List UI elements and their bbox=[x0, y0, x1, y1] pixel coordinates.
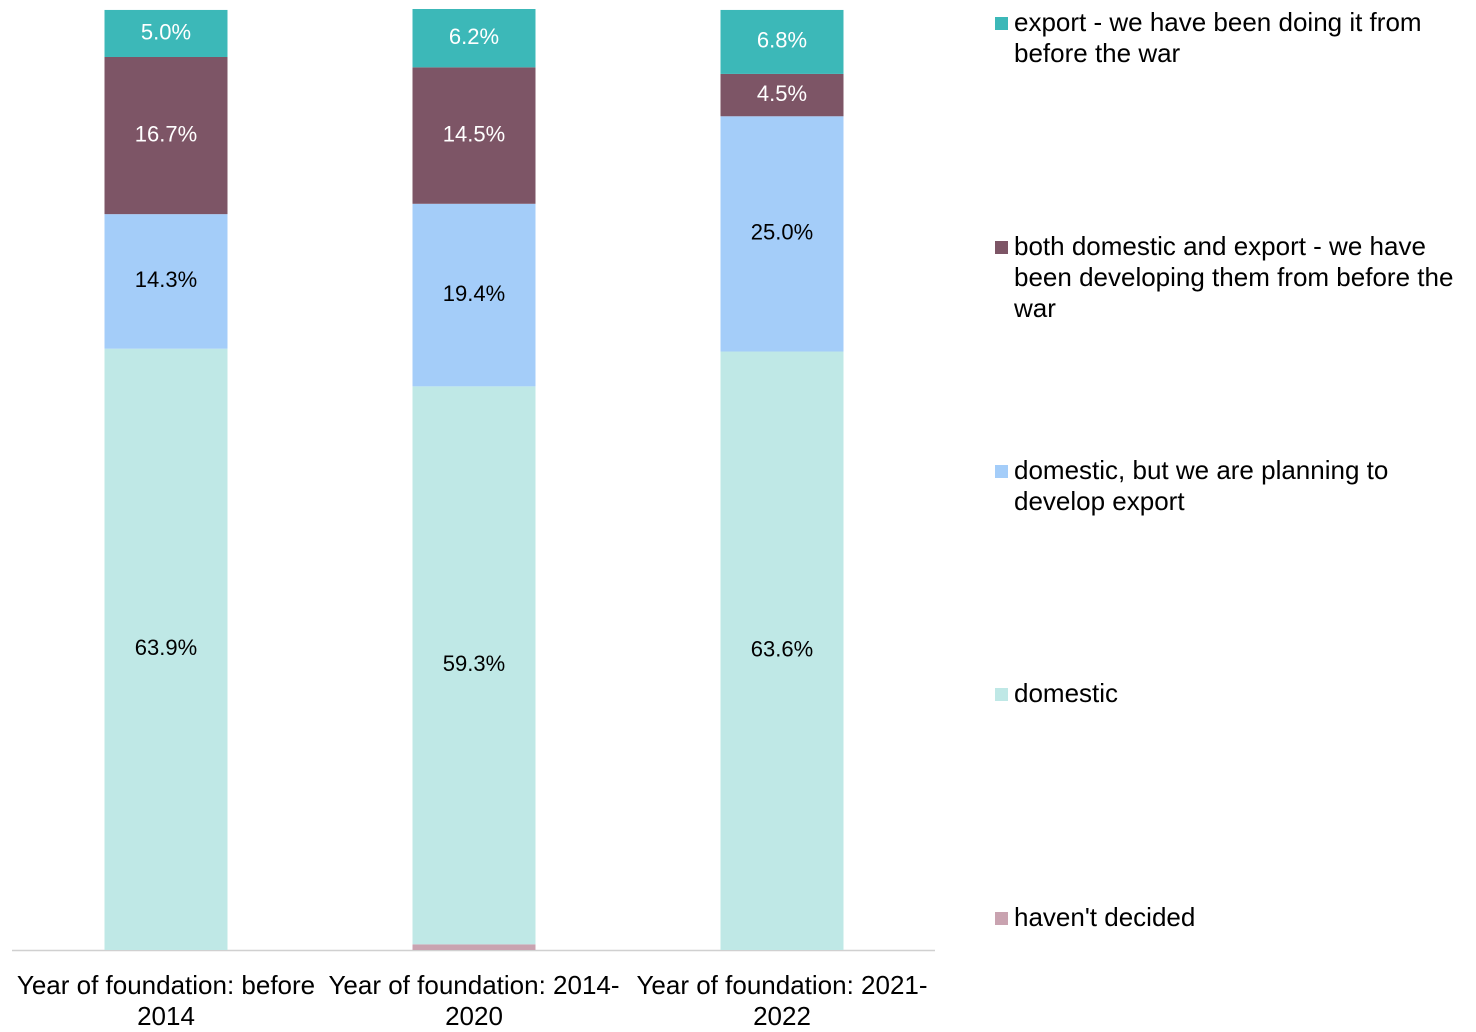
legend-swatch bbox=[995, 17, 1008, 30]
legend-item: domestic bbox=[995, 678, 1470, 709]
legend-item: haven't decided bbox=[995, 902, 1470, 933]
legend-label: domestic bbox=[1014, 678, 1119, 708]
data-label: 25.0% bbox=[751, 220, 813, 245]
data-label: 6.2% bbox=[449, 24, 499, 49]
data-label: 19.4% bbox=[443, 281, 505, 306]
bar-segment bbox=[104, 9, 228, 57]
legend-item: export - we have been doing it from befo… bbox=[995, 7, 1470, 69]
legend-label: both domestic and export - we have been … bbox=[1014, 231, 1454, 323]
data-label: 16.7% bbox=[135, 121, 197, 146]
data-label: 59.3% bbox=[443, 651, 505, 676]
bar-segment bbox=[720, 351, 844, 950]
legend-label: export - we have been doing it from befo… bbox=[1014, 7, 1422, 68]
bar-segment bbox=[412, 386, 536, 945]
data-label: 14.3% bbox=[135, 267, 197, 292]
data-label: 5.0% bbox=[141, 19, 191, 44]
data-label: 6.8% bbox=[757, 28, 807, 53]
bar-segment bbox=[104, 56, 228, 215]
legend-swatch bbox=[995, 465, 1008, 478]
bar-segment bbox=[412, 944, 536, 950]
bar-segment bbox=[104, 348, 228, 950]
bar-segment bbox=[104, 214, 228, 349]
data-label: 63.9% bbox=[135, 635, 197, 660]
bar-segment bbox=[720, 116, 844, 352]
legend-swatch bbox=[995, 912, 1008, 925]
x-tick-label: Year of foundation: 2021-2022 bbox=[636, 970, 928, 1031]
bar-segment bbox=[720, 73, 844, 117]
legend-swatch bbox=[995, 241, 1008, 254]
data-label: 14.5% bbox=[443, 121, 505, 146]
bar-segment bbox=[412, 67, 536, 204]
x-tick-label: Year of foundation: 2014-2020 bbox=[328, 970, 620, 1031]
bar-segment bbox=[720, 9, 844, 74]
legend-label: haven't decided bbox=[1014, 902, 1196, 932]
x-tick-label: Year of foundation: before 2014 bbox=[16, 970, 316, 1031]
data-label: 4.5% bbox=[757, 81, 807, 106]
legend-swatch bbox=[995, 688, 1008, 701]
bar-segment bbox=[412, 203, 536, 387]
legend-label: domestic, but we are planning to develop… bbox=[1014, 455, 1389, 516]
data-label: 63.6% bbox=[751, 637, 813, 662]
bar-segment bbox=[412, 9, 536, 68]
legend-item: domestic, but we are planning to develop… bbox=[995, 455, 1470, 517]
legend-item: both domestic and export - we have been … bbox=[995, 231, 1470, 324]
